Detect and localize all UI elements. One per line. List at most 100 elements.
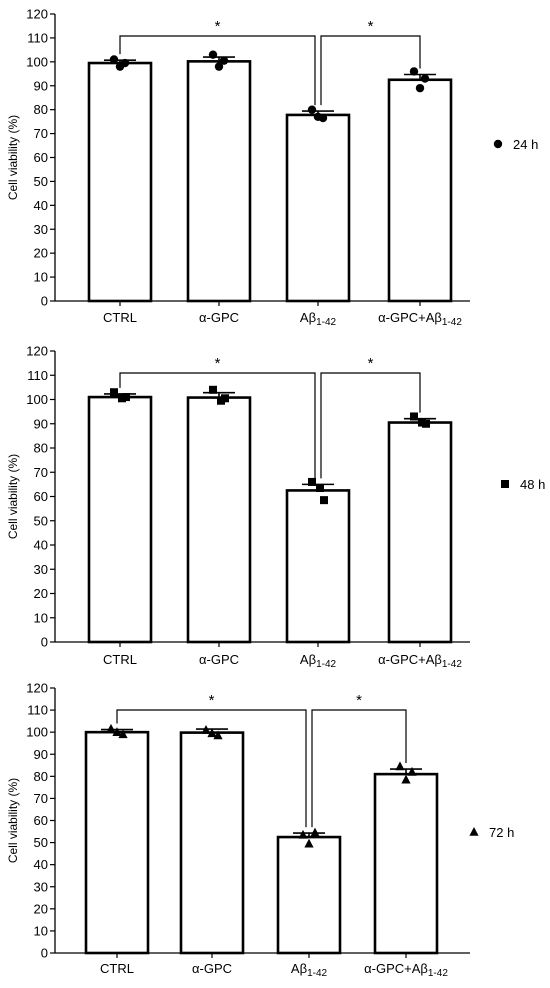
significance-star: * [209,692,215,709]
y-tick-label: 80 [34,769,48,784]
y-tick-label: 90 [34,416,48,431]
data-point [209,385,217,394]
data-point [109,55,119,64]
data-point [122,393,130,402]
y-tick-label: 70 [34,126,48,141]
data-point [221,394,229,403]
legend-marker [501,480,509,488]
y-tick-label: 50 [34,174,48,189]
legend-label: 24 h [513,137,538,152]
chart-panel-48h: 0 10 20 30 40 50 60 70 80 90 100 110 120 Cell viabili… [0,335,550,671]
y-tick-label: 0 [41,635,48,650]
data-point [118,729,128,739]
data-point [395,761,405,771]
significance-bracket [320,372,421,479]
y-tick-label: 30 [34,562,48,577]
y-tick-label: 120 [26,681,48,696]
bar [186,60,252,303]
y-tick-label: 120 [26,7,48,22]
y-tick-label: 50 [34,835,48,850]
bar-chart-24h: 0 10 20 30 40 50 60 70 80 90 100 110 120 Cell viabili… [6,7,538,329]
data-point [110,388,118,397]
data-point [316,484,324,493]
y-tick-label: 40 [34,198,48,213]
x-tick-label: α-GPC+Aβ1-42 [378,310,462,328]
legend-marker [493,139,503,149]
bar [387,78,453,303]
data-point [422,419,430,428]
data-point [420,74,430,83]
data-point [407,766,417,776]
bar [87,61,153,303]
y-tick-label: 20 [34,586,48,601]
data-point [112,727,122,736]
x-tick-label: Aβ1-42 [300,310,337,328]
data-point [214,62,224,71]
y-tick-label: 110 [27,30,48,45]
y-tick-label: 10 [34,923,48,938]
x-tick-label: Aβ1-42 [300,652,337,670]
y-axis-title: Cell viability (%) [6,778,20,863]
data-point [409,67,419,76]
x-tick-label: CTRL [100,961,134,976]
y-tick-label: 30 [34,222,48,237]
bar [84,730,150,955]
y-tick-label: 80 [34,441,48,456]
bar [87,395,153,644]
data-point [310,827,320,837]
x-tick-label: α-GPC+Aβ1-42 [378,652,462,670]
y-tick-label: 60 [34,489,48,504]
y-tick-label: 60 [34,813,48,828]
significance-star: * [215,18,221,35]
data-point [401,774,411,784]
significance-bracket [311,709,407,828]
significance-star: * [368,18,374,35]
data-point [415,83,425,93]
data-point [208,50,218,59]
y-tick-label: 10 [34,610,48,625]
data-point [207,728,217,738]
bar [373,772,439,955]
bar [387,421,453,644]
x-tick-label: α-GPC [199,652,239,667]
significance-bracket [119,372,316,479]
data-point [120,58,130,68]
x-tick-label: CTRL [103,652,137,667]
data-point [410,412,418,421]
y-tick-label: 20 [34,246,48,261]
data-point [308,477,316,486]
x-tick-label: α-GPC+Aβ1-42 [364,961,448,979]
bar-chart-72h: 0 10 20 30 40 50 60 70 80 90 100 110 120 Cell viabili… [6,681,514,980]
x-tick-label: α-GPC [192,961,232,976]
data-point [318,113,328,123]
bar [285,489,351,644]
x-tick-label: α-GPC [199,310,239,325]
legend-marker [469,827,479,836]
chart-panel-24h: 0 10 20 30 40 50 60 70 80 90 100 110 120 Cell viabili… [0,0,550,330]
data-point [298,829,308,839]
y-tick-label: 80 [34,102,48,117]
significance-bracket [119,35,316,106]
y-tick-label: 90 [34,78,48,93]
data-point [201,724,211,734]
y-tick-label: 40 [34,538,48,553]
y-tick-label: 0 [41,294,48,309]
y-tick-label: 120 [26,344,48,359]
bar [186,396,252,644]
significance-star: * [368,355,374,372]
data-point [213,730,223,740]
y-tick-label: 110 [27,703,48,718]
chart-panel-72h: 0 10 20 30 40 50 60 70 80 90 100 110 120 Cell viabili… [0,672,550,983]
y-tick-label: 10 [34,270,48,285]
legend-label: 72 h [489,825,514,840]
y-tick-label: 20 [34,901,48,916]
significance-star: * [356,692,362,709]
y-axis-title: Cell viability (%) [6,115,20,200]
x-tick-label: CTRL [103,310,137,325]
y-tick-label: 30 [34,879,48,894]
y-tick-label: 40 [34,857,48,872]
y-tick-label: 70 [34,465,48,480]
y-tick-label: 100 [26,725,48,740]
data-point [307,105,317,114]
data-point [304,838,314,848]
